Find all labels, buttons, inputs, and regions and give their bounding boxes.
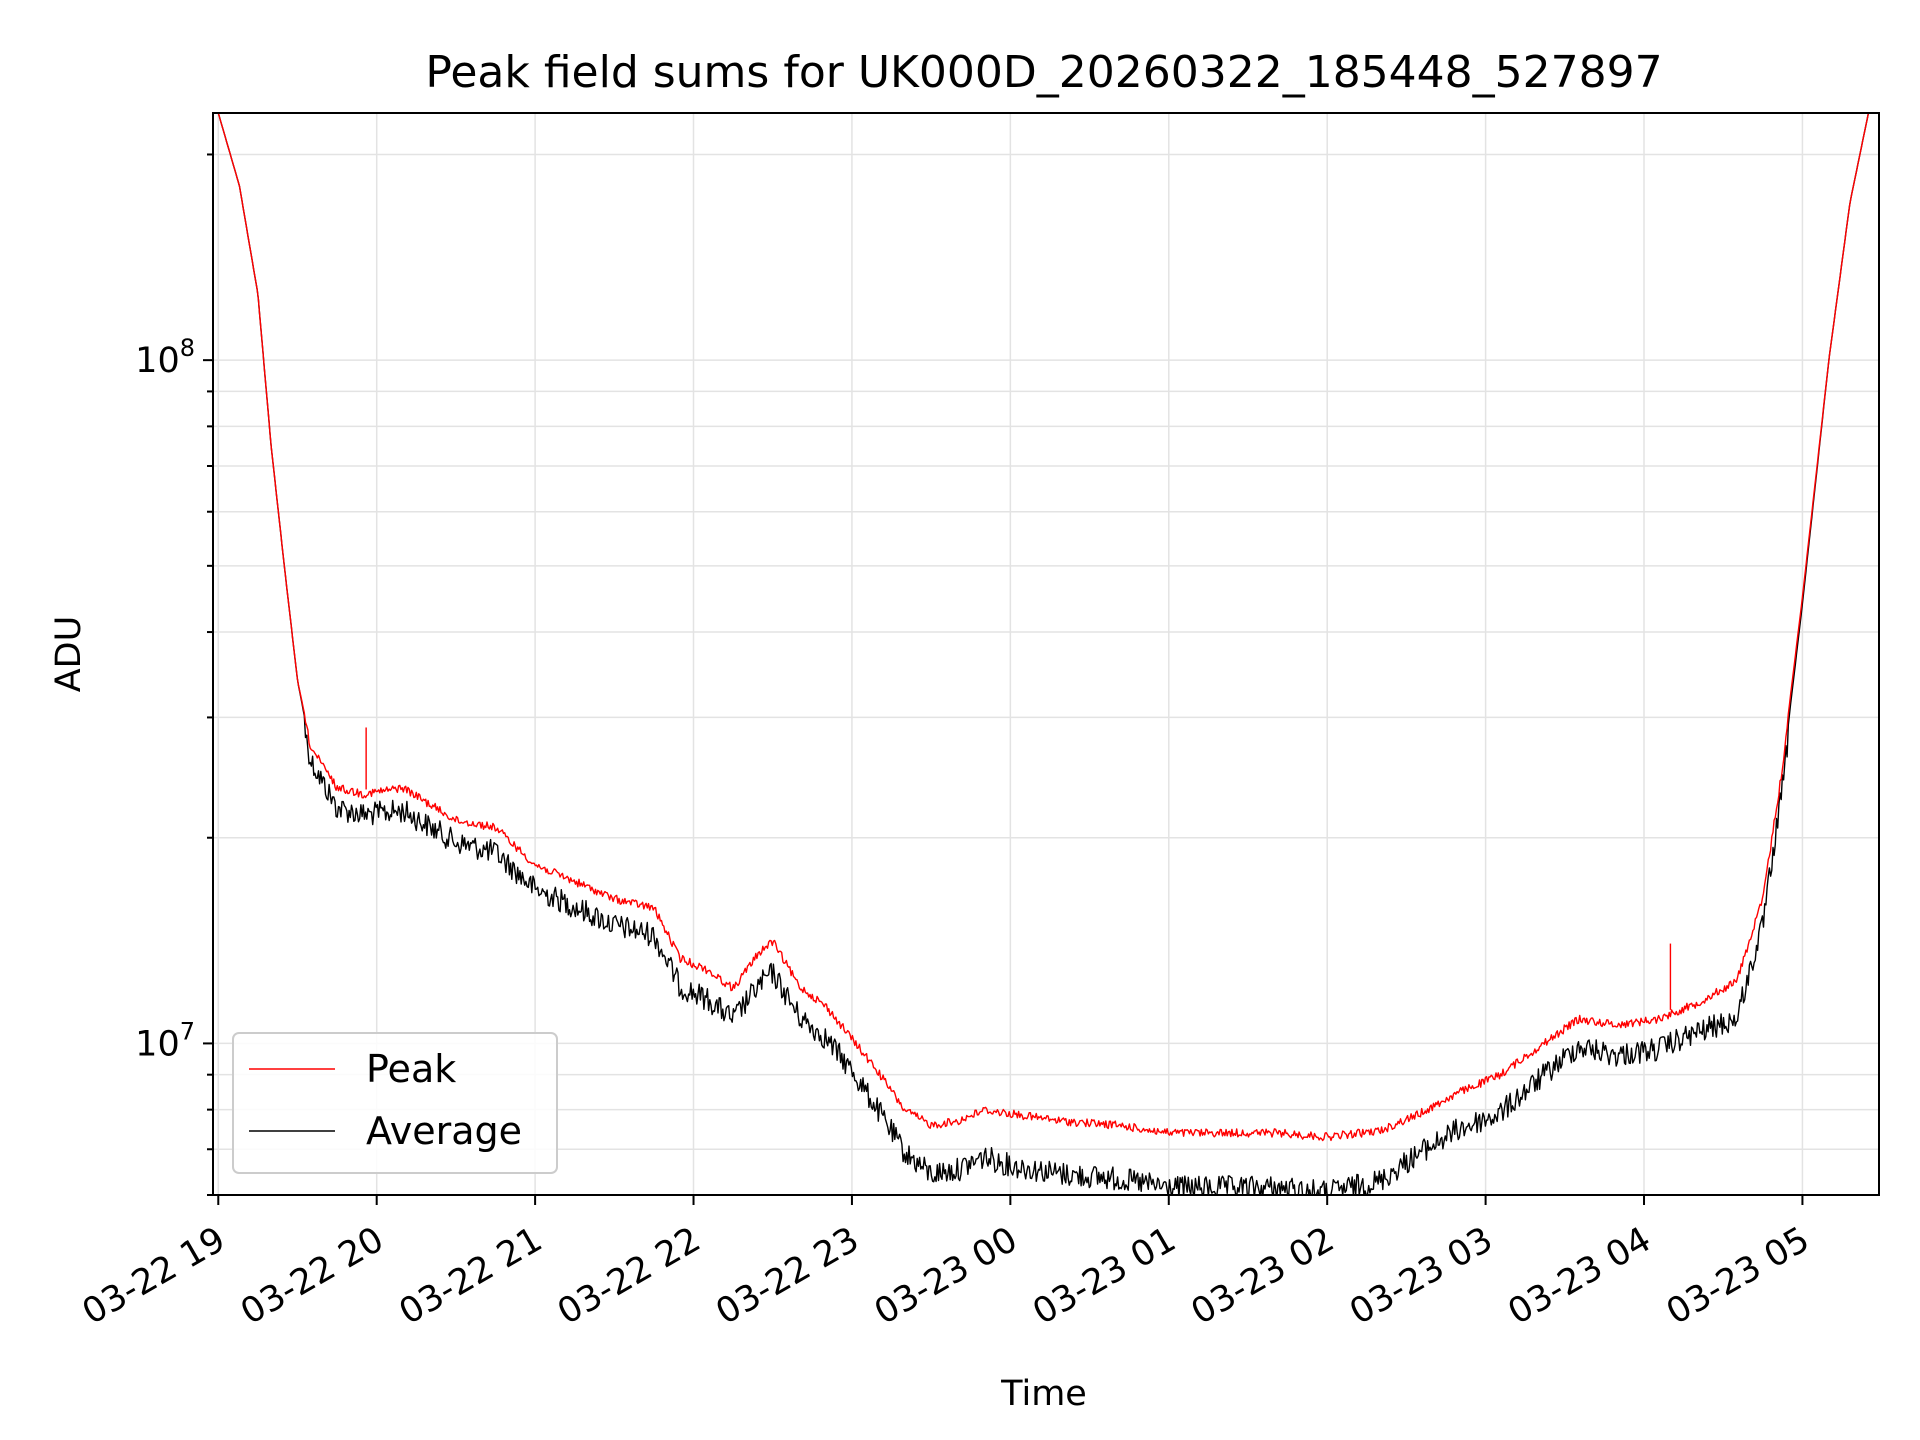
series-layer — [217, 113, 1870, 1195]
series-line-peak — [217, 113, 1870, 1142]
legend: Peak Average — [232, 1032, 558, 1174]
x-axis-label: Time — [1000, 1374, 1087, 1414]
y-tick-label: 107 — [135, 1017, 195, 1064]
y-tick-base: 10 — [135, 1024, 180, 1064]
series-line-average — [217, 113, 1870, 1195]
y-tick-base: 10 — [135, 341, 180, 381]
legend-box — [232, 1032, 558, 1174]
y-tick-exponent: 7 — [180, 1017, 195, 1045]
y-tick-exponent: 8 — [180, 334, 195, 362]
plot-frame — [212, 112, 1880, 1196]
y-tick-label: 108 — [135, 334, 195, 381]
y-axis-label: ADU — [49, 616, 89, 693]
legend-label-average: Average — [366, 1109, 522, 1153]
grid — [213, 113, 1879, 1196]
legend-label-peak: Peak — [366, 1047, 456, 1091]
chart-title: Peak field sums for UK000D_20260322_1854… — [425, 47, 1662, 98]
